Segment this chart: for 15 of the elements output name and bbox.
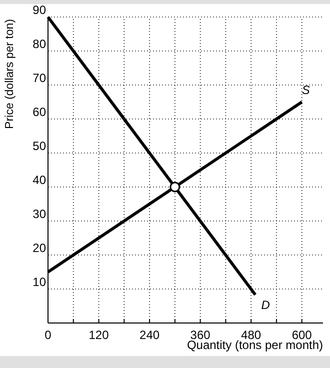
y-tick-label: 60: [32, 105, 46, 119]
y-tick-label: 30: [32, 207, 46, 221]
y-tick-label: 90: [32, 3, 46, 17]
y-tick-label: 50: [32, 139, 46, 153]
x-tick-label: 120: [88, 328, 110, 342]
y-tick-label: 40: [32, 173, 46, 187]
annotation: D: [261, 298, 270, 312]
y-tick-label: 70: [32, 71, 46, 85]
annotation: S: [302, 83, 310, 97]
x-tick-label: 240: [140, 328, 160, 342]
y-tick-label: 10: [32, 275, 46, 289]
y-tick-label: 80: [32, 37, 46, 51]
y-tick-label: 20: [32, 241, 46, 255]
y-axis-title: Price (dollars per ton): [4, 18, 16, 129]
x-tick-label: 0: [44, 328, 52, 342]
